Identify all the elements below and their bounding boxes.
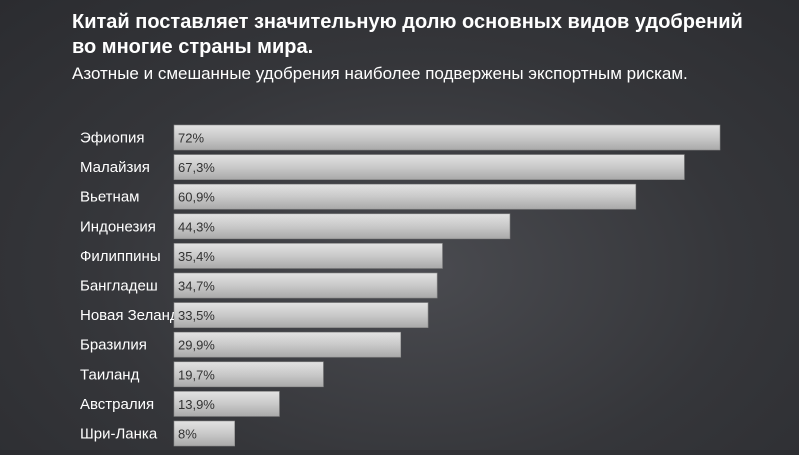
category-label-5: Бангладеш [80,278,158,295]
category-label-0: Эфиопия [80,130,144,147]
bar-7 [173,331,402,358]
value-label-1: 67,3% [178,160,215,175]
value-label-9: 13,9% [178,397,215,412]
value-label-0: 72% [178,131,204,146]
bar-10 [173,420,235,447]
chart-title: Китай поставляет значительную долю основ… [72,11,743,58]
category-label-4: Филиппины [80,248,161,265]
category-label-3: Индонезия [80,218,156,235]
value-label-4: 35,4% [178,249,215,264]
bar-2 [173,183,637,210]
value-label-10: 8% [178,427,197,442]
bar-4 [173,243,443,269]
bar-5 [173,272,438,299]
category-label-2: Вьетнам [80,189,139,206]
category-label-10: Шри-Ланка [80,426,158,443]
value-label-3: 44,3% [178,219,215,234]
bar-0 [173,124,721,151]
value-label-5: 34,7% [178,279,215,294]
category-label-9: Австралия [80,396,154,413]
chart-subtitle: Азотные и смешанные удобрения наиболее п… [72,64,688,83]
bar-9 [173,391,280,417]
value-label-6: 33,5% [178,308,215,323]
bar-1 [173,154,685,180]
category-label-6: Новая Зеландия [80,307,195,324]
bar-8 [173,361,324,388]
category-label-1: Малайзия [80,159,150,176]
bar-6 [173,302,429,328]
category-label-8: Таиланд [80,366,140,383]
value-label-2: 60,9% [178,190,215,205]
value-label-8: 19,7% [178,367,215,382]
category-label-7: Бразилия [80,337,147,354]
bar-3 [173,213,511,240]
value-label-7: 29,9% [178,338,215,353]
